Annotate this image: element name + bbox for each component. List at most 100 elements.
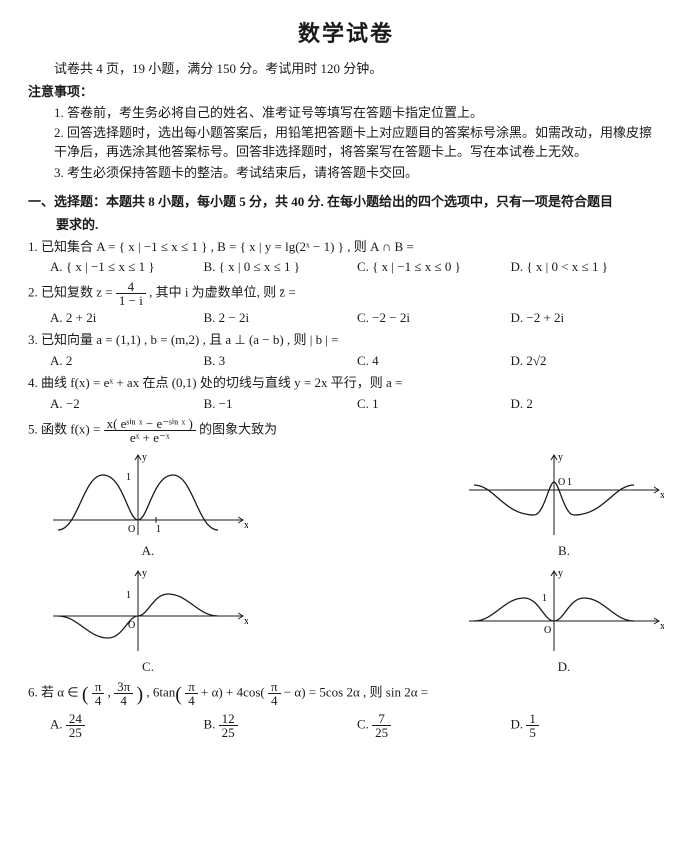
intro-line: 试卷共 4 页，19 小题，满分 150 分。考试用时 120 分钟。 (54, 60, 664, 79)
q6-frac-b: 3π 4 (114, 680, 133, 707)
chart-d-label: D. (464, 658, 664, 677)
q5-chart-a: O 1 1 x y A. (48, 450, 248, 561)
q6-anum: π (92, 680, 105, 694)
q2-den: 1 − i (116, 294, 146, 307)
q6-tden: 4 (185, 694, 198, 707)
chart-c-svg: O 1 x y (48, 566, 248, 656)
question-4: 4. 曲线 f(x) = eˣ + ax 在点 (0,1) 处的切线与直线 y … (28, 374, 664, 393)
q1-opt-b: B. { x | 0 ≤ x ≤ 1 } (204, 258, 358, 277)
chart-c-label: C. (48, 658, 248, 677)
q6-mid1: , 6tan (146, 685, 175, 700)
q6-opt-d-num: 1 (526, 712, 539, 726)
q4-opt-d: D. 2 (511, 395, 665, 414)
chart-b-label: B. (464, 542, 664, 561)
q3-opt-c: C. 4 (357, 352, 511, 371)
q5-den: eˣ + e⁻ˣ (104, 431, 196, 444)
q5-frac: x( eˢⁱⁿ ˣ − e⁻ˢⁱⁿ ˣ ) eˣ + e⁻ˣ (104, 417, 196, 444)
chart-a-label: A. (48, 542, 248, 561)
question-2: 2. 已知复数 z = 4 1 − i , 其中 i 为虚数单位, 则 z̄ = (28, 280, 664, 307)
q5-post: 的图象大致为 (199, 421, 277, 436)
q6-opt-a-pre: A. (50, 716, 66, 731)
q6-opt-d-den: 5 (526, 726, 539, 739)
question-6: 6. 若 α ∈ ( π 4 , 3π 4 ) , 6tan( π 4 + α)… (28, 680, 664, 709)
q6-frac-t: π 4 (185, 680, 198, 707)
q5-charts-row-1: O 1 1 x y A. O 1 x y B. (48, 450, 664, 561)
exam-title: 数学试卷 (28, 18, 664, 50)
q6-opt-a: A. 24 25 (50, 712, 204, 739)
q6-opt-c-den: 25 (372, 726, 391, 739)
q6-mid3: − α) = 5cos 2α , 则 sin 2α = (284, 685, 428, 700)
question-3: 3. 已知向量 a = (1,1) , b = (m,2) , 且 a ⊥ (a… (28, 331, 664, 350)
q5-chart-b: O 1 x y B. (464, 450, 664, 561)
q6-cden: 4 (268, 694, 281, 707)
rparen-icon: ) (136, 684, 143, 706)
notice-3: 3. 考生必须保持答题卡的整洁。考试结束后，请将答题卡交回。 (54, 164, 664, 183)
ytick-label: 1 (126, 472, 131, 483)
notice-2: 2. 回答选择题时，选出每小题答案后，用铅笔把答题卡上对应题目的答案标号涂黑。如… (54, 124, 664, 162)
q1-opt-c: C. { x | −1 ≤ x ≤ 0 } (357, 258, 511, 277)
q6-opt-c-frac: 7 25 (372, 712, 391, 739)
q6-bnum: 3π (114, 680, 133, 694)
q6-frac-a: π 4 (92, 680, 105, 707)
q4-opt-b: B. −1 (204, 395, 358, 414)
q4-opt-a: A. −2 (50, 395, 204, 414)
q6-opt-b: B. 12 25 (204, 712, 358, 739)
q6-cnum: π (268, 680, 281, 694)
q6-opt-b-pre: B. (204, 716, 219, 731)
x-label: x (244, 520, 248, 531)
q3-opt-d: D. 2√2 (511, 352, 665, 371)
lparen-icon: ( (175, 684, 182, 706)
y-label: y (558, 452, 563, 463)
q3-options: A. 2 B. 3 C. 4 D. 2√2 (50, 352, 664, 371)
y-label: y (142, 568, 147, 579)
section-1-head: 一、选择题：本题共 8 小题，每小题 5 分，共 40 分. 在每小题给出的四个… (28, 193, 664, 212)
y-label: y (142, 452, 147, 463)
xtick-label: 1 (567, 477, 572, 488)
q6-bden: 4 (114, 694, 133, 707)
q4-options: A. −2 B. −1 C. 1 D. 2 (50, 395, 664, 414)
q5-chart-c: O 1 x y C. (48, 566, 248, 677)
origin-label: O (128, 620, 135, 631)
q2-opt-d: D. −2 + 2i (511, 309, 665, 328)
q5-num: x( eˢⁱⁿ ˣ − e⁻ˢⁱⁿ ˣ ) (104, 417, 196, 431)
q2-post: , 其中 i 为虚数单位, 则 z̄ = (149, 285, 296, 300)
q1-stem: 1. 已知集合 A = { x | −1 ≤ x ≤ 1 } , B = { x… (28, 239, 414, 254)
question-5: 5. 函数 f(x) = x( eˢⁱⁿ ˣ − e⁻ˢⁱⁿ ˣ ) eˣ + … (28, 417, 664, 444)
q5-charts-row-2: O 1 x y C. O 1 x y D. (48, 566, 664, 677)
q6-opt-c-num: 7 (372, 712, 391, 726)
q2-frac: 4 1 − i (116, 280, 146, 307)
ytick-label: 1 (542, 593, 547, 604)
q2-opt-b: B. 2 − 2i (204, 309, 358, 328)
chart-a-svg: O 1 1 x y (48, 450, 248, 540)
q6-tnum: π (185, 680, 198, 694)
q6-opt-b-frac: 12 25 (219, 712, 238, 739)
x-label: x (660, 490, 664, 501)
question-1: 1. 已知集合 A = { x | −1 ≤ x ≤ 1 } , B = { x… (28, 238, 664, 257)
section-1-sub: 要求的. (56, 216, 664, 235)
q6-opt-a-den: 25 (66, 726, 85, 739)
q6-frac-c: π 4 (268, 680, 281, 707)
q2-num: 4 (116, 280, 146, 294)
q6-opt-b-den: 25 (219, 726, 238, 739)
q2-opt-a: A. 2 + 2i (50, 309, 204, 328)
q1-opt-a: A. { x | −1 ≤ x ≤ 1 } (50, 258, 204, 277)
q3-opt-b: B. 3 (204, 352, 358, 371)
q6-opt-d-frac: 1 5 (526, 712, 539, 739)
q5-chart-d: O 1 x y D. (464, 566, 664, 677)
q6-opt-a-num: 24 (66, 712, 85, 726)
q5-pre: 5. 函数 f(x) = (28, 421, 104, 436)
notice-heading: 注意事项： (28, 83, 664, 102)
q6-aden: 4 (92, 694, 105, 707)
lparen-icon: ( (82, 684, 89, 706)
y-label: y (558, 568, 563, 579)
q6-opt-a-frac: 24 25 (66, 712, 85, 739)
xtick-label: 1 (156, 524, 161, 535)
q6-opt-d: D. 1 5 (511, 712, 665, 739)
chart-b-svg: O 1 x y (464, 450, 664, 540)
q1-opt-d: D. { x | 0 < x ≤ 1 } (511, 258, 665, 277)
q4-opt-c: C. 1 (357, 395, 511, 414)
origin-label: O (128, 524, 135, 535)
q2-pre: 2. 已知复数 z = (28, 285, 116, 300)
x-label: x (244, 616, 248, 627)
q6-opt-d-pre: D. (511, 716, 527, 731)
